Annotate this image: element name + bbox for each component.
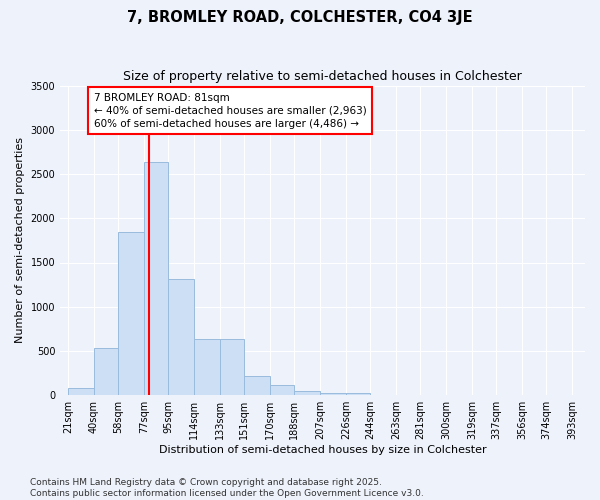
Bar bbox=[144, 162, 168, 395]
Bar bbox=[346, 394, 370, 395]
Bar bbox=[194, 338, 220, 395]
Bar bbox=[68, 388, 94, 395]
Bar bbox=[320, 392, 346, 395]
Bar bbox=[220, 338, 244, 395]
X-axis label: Distribution of semi-detached houses by size in Colchester: Distribution of semi-detached houses by … bbox=[159, 445, 487, 455]
Title: Size of property relative to semi-detached houses in Colchester: Size of property relative to semi-detach… bbox=[123, 70, 522, 83]
Text: 7, BROMLEY ROAD, COLCHESTER, CO4 3JE: 7, BROMLEY ROAD, COLCHESTER, CO4 3JE bbox=[127, 10, 473, 25]
Bar bbox=[270, 386, 294, 395]
Bar bbox=[168, 280, 194, 395]
Bar bbox=[118, 232, 144, 395]
Text: 7 BROMLEY ROAD: 81sqm
← 40% of semi-detached houses are smaller (2,963)
60% of s: 7 BROMLEY ROAD: 81sqm ← 40% of semi-deta… bbox=[94, 92, 367, 129]
Text: Contains HM Land Registry data © Crown copyright and database right 2025.
Contai: Contains HM Land Registry data © Crown c… bbox=[30, 478, 424, 498]
Bar bbox=[294, 391, 320, 395]
Bar bbox=[94, 348, 118, 395]
Y-axis label: Number of semi-detached properties: Number of semi-detached properties bbox=[15, 138, 25, 344]
Bar bbox=[244, 376, 270, 395]
